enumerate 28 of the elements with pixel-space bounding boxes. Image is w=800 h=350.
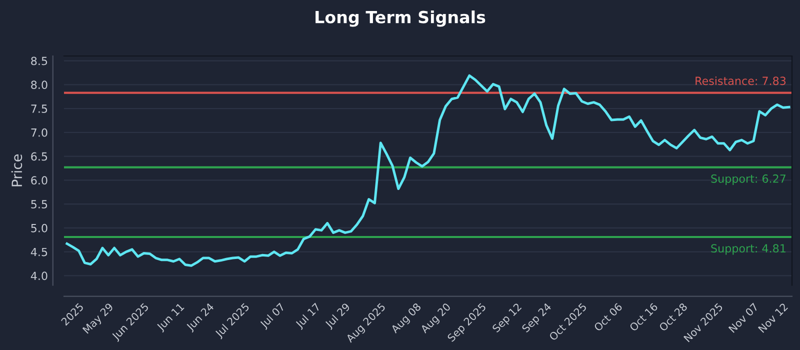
y-tick-label: 6.0 <box>31 176 48 185</box>
y-tick-label: 6.5 <box>31 152 48 161</box>
chart-title: Long Term Signals <box>316 10 486 27</box>
y-tick-label: 8.0 <box>31 80 48 90</box>
y-tick-label: 5.0 <box>31 224 48 232</box>
ref-line-label: Resistance: 7.83 <box>696 76 786 86</box>
y-tick-label: 8.5 <box>31 56 48 66</box>
x-tick-label: Aug 08 <box>390 302 423 336</box>
y-tick-label: 7.0 <box>31 128 48 137</box>
x-tick-label: Oct 06 <box>593 302 623 332</box>
x-tick-label: Nov 07 <box>728 302 759 333</box>
x-tick-label: Jun 24 <box>186 302 216 333</box>
x-tick-label: Jul 17 <box>294 302 322 330</box>
ref-line-label: Support: 4.81 <box>711 244 786 255</box>
x-tick-label: Oct 28 <box>658 302 688 332</box>
y-tick-label: 5.5 <box>31 200 48 208</box>
x-tick-label: Oct 16 <box>629 302 658 332</box>
x-tick-label: Nov 12 <box>758 302 788 333</box>
ref-line-label: Support: 6.27 <box>711 174 786 185</box>
y-tick-label: 7.5 <box>31 104 48 113</box>
y-tick-label: 4.5 <box>30 248 48 256</box>
y-axis-title: Price <box>11 154 22 186</box>
x-tick-label: Jul 29 <box>324 302 352 330</box>
x-tick-label: Jul 07 <box>259 302 286 330</box>
x-tick-label: Sep 12 <box>492 302 524 334</box>
line-series <box>66 74 790 267</box>
y-tick-label: 4.0 <box>30 272 48 280</box>
x-tick-label: Jun 11 <box>156 302 186 333</box>
